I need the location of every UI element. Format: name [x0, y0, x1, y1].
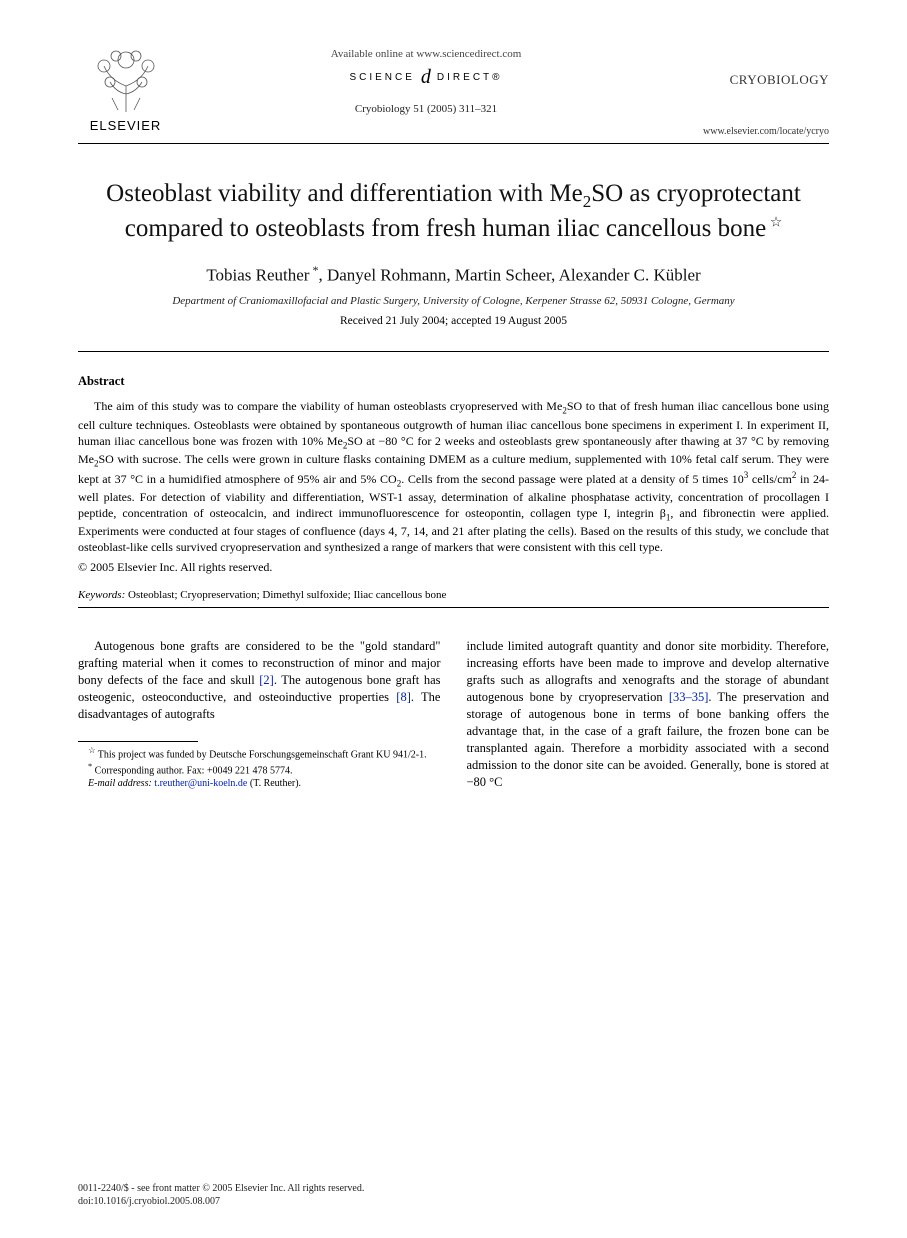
footnote-email: E-mail address: t.reuther@uni-koeln.de (…	[78, 778, 441, 791]
title-sub-1: 2	[583, 192, 592, 211]
sciencedirect-logo: SCIENCE d DIRECT®	[349, 66, 502, 89]
article-dates: Received 21 July 2004; accepted 19 Augus…	[78, 315, 829, 327]
available-online-text: Available online at www.sciencedirect.co…	[173, 48, 679, 60]
footnote-corresponding: * Corresponding author. Fax: +0049 221 4…	[78, 762, 441, 778]
abstract-copyright: © 2005 Elsevier Inc. All rights reserved…	[78, 560, 829, 575]
journal-name: CRYOBIOLOGY	[679, 72, 829, 88]
keywords-line: Keywords: Osteoblast; Cryopreservation; …	[78, 589, 829, 601]
ref-link-33-35[interactable]: [33–35]	[669, 690, 709, 704]
fn2-text: Corresponding author. Fax: +0049 221 478…	[92, 765, 292, 776]
footer-line-1: 0011-2240/$ - see front matter © 2005 El…	[78, 1183, 829, 1196]
footnotes: ☆ This project was funded by Deutsche Fo…	[78, 746, 441, 790]
body-columns: Autogenous bone grafts are considered to…	[78, 638, 829, 791]
abs-p6: cells/cm	[748, 472, 792, 486]
keywords-rule	[78, 607, 829, 608]
body-para-right: include limited autograft quantity and d…	[467, 638, 830, 791]
sd-swoosh-icon: d	[421, 66, 431, 89]
publisher-name: ELSEVIER	[90, 118, 162, 133]
keywords-text: Osteoblast; Cryopreservation; Dimethyl s…	[125, 589, 446, 601]
ref-link-8[interactable]: [8]	[396, 690, 411, 704]
authors-line: Tobias Reuther *, Danyel Rohmann, Martin…	[78, 263, 829, 286]
header-rule	[78, 143, 829, 144]
publisher-logo-block: ELSEVIER	[78, 44, 173, 133]
citation-line: Cryobiology 51 (2005) 311–321	[173, 103, 679, 115]
affiliation: Department of Craniomaxillofacial and Pl…	[78, 295, 829, 307]
journal-url: www.elsevier.com/locate/ycryo	[679, 126, 829, 137]
sd-text-left: SCIENCE	[349, 72, 414, 83]
elsevier-tree-icon	[90, 44, 162, 116]
journal-header: ELSEVIER Available online at www.science…	[78, 44, 829, 137]
ref-link-2[interactable]: [2]	[259, 673, 274, 687]
article-title: Osteoblast viability and differentiation…	[88, 178, 819, 245]
authors-rest: , Danyel Rohmann, Martin Scheer, Alexand…	[318, 265, 700, 284]
header-center: Available online at www.sciencedirect.co…	[173, 44, 679, 115]
abstract-top-rule	[78, 351, 829, 352]
abs-p5: . Cells from the second passage were pla…	[401, 472, 744, 486]
right-column: include limited autograft quantity and d…	[467, 638, 830, 791]
br-1b: . The preservation and storage of autoge…	[467, 690, 830, 789]
fn1-text: This project was funded by Deutsche Fors…	[95, 749, 426, 760]
abstract-text: The aim of this study was to compare the…	[78, 399, 829, 556]
body-para-left: Autogenous bone grafts are considered to…	[78, 638, 441, 723]
title-footnote-star: ☆	[766, 215, 782, 230]
author-1: Tobias Reuther	[206, 265, 309, 284]
fn3-label: E-mail address:	[88, 778, 152, 789]
footer-line-2: doi:10.1016/j.cryobiol.2005.08.007	[78, 1196, 829, 1209]
abstract-heading: Abstract	[78, 374, 829, 389]
journal-block: CRYOBIOLOGY www.elsevier.com/locate/ycry…	[679, 44, 829, 137]
keywords-label: Keywords:	[78, 589, 125, 601]
left-column: Autogenous bone grafts are considered to…	[78, 638, 441, 791]
footnote-funding: ☆ This project was funded by Deutsche Fo…	[78, 746, 441, 762]
page-footer: 0011-2240/$ - see front matter © 2005 El…	[78, 1183, 829, 1208]
sd-text-right: DIRECT®	[437, 72, 503, 83]
footnote-rule	[78, 741, 198, 742]
email-link[interactable]: t.reuther@uni-koeln.de	[152, 778, 248, 789]
fn3-rest: (T. Reuther).	[247, 778, 301, 789]
abs-p1: The aim of this study was to compare the…	[94, 399, 562, 413]
title-part-1: Osteoblast viability and differentiation…	[106, 180, 583, 207]
